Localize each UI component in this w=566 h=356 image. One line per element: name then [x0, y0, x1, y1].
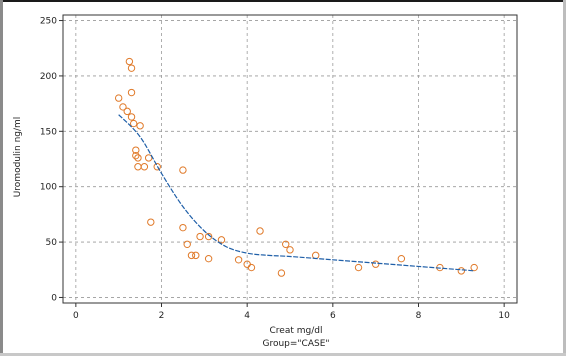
x-tick-label: 2: [159, 311, 165, 321]
x-tick-label: 6: [330, 311, 336, 321]
window-bottom-border: [0, 353, 566, 356]
data-point: [371, 260, 380, 268]
data-point: [183, 240, 191, 248]
data-point: [129, 119, 138, 128]
data-point: [247, 263, 256, 272]
data-point: [144, 154, 153, 162]
y-tick-label: 0: [51, 293, 57, 303]
data-point: [234, 256, 243, 264]
data-point: [125, 57, 134, 66]
window-right-border: [563, 0, 566, 356]
y-axis-title: Uromodulin ng/ml: [13, 117, 23, 198]
group-subtitle: Group="CASE": [262, 339, 329, 349]
grid: [63, 15, 517, 303]
y-tick-label: 250: [40, 17, 57, 27]
data-point: [132, 146, 140, 154]
data-point: [127, 88, 136, 97]
data-point: [136, 122, 144, 130]
x-axis-title: Creat mg/dl: [270, 326, 323, 336]
data-point: [127, 113, 136, 121]
x-tick-label: 0: [73, 311, 79, 321]
data-point: [134, 154, 142, 162]
data-point: [354, 263, 363, 272]
data-point: [217, 236, 226, 244]
x-tick-label: 8: [416, 311, 422, 321]
data-point: [286, 246, 294, 254]
y-tick-label: 200: [40, 72, 57, 82]
x-tick-label: 4: [244, 311, 250, 321]
data-points: [114, 57, 478, 277]
data-point: [282, 240, 290, 248]
y-tick-label: 100: [40, 183, 57, 193]
fit-line: [118, 114, 475, 272]
data-point: [114, 94, 123, 102]
plot-background: [63, 15, 517, 303]
data-point: [123, 107, 131, 116]
data-point: [277, 269, 286, 277]
data-point: [140, 163, 149, 171]
data-point: [153, 163, 161, 171]
data-point: [470, 263, 478, 272]
data-point: [204, 254, 213, 263]
data-point: [196, 232, 204, 241]
y-tick-label: 150: [40, 127, 57, 137]
x-tick-label: 10: [498, 311, 510, 321]
data-point: [179, 166, 187, 174]
data-point: [132, 151, 140, 160]
data-point: [119, 103, 127, 111]
data-point: [179, 223, 187, 232]
data-point: [147, 218, 155, 226]
window-left-border: [0, 0, 3, 356]
window-top-border: [0, 0, 566, 2]
data-point: [187, 251, 196, 260]
plot-area: [63, 15, 517, 303]
plot-frame: [62, 14, 518, 304]
data-point: [457, 267, 466, 275]
data-point: [204, 232, 213, 241]
smooth-fit-line: [118, 114, 475, 272]
y-tick-label: 50: [46, 238, 58, 248]
data-point: [397, 254, 406, 263]
axes: [59, 14, 518, 307]
data-point: [256, 227, 264, 235]
data-point: [127, 64, 136, 72]
data-point: [192, 251, 200, 260]
